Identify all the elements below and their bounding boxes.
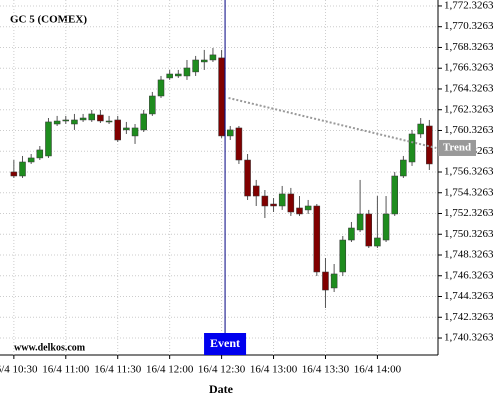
candle-body (36, 149, 44, 159)
candle-body (426, 125, 433, 165)
candle-body (270, 203, 277, 207)
candle-body (400, 159, 407, 177)
y-tick-label: 1,744.3263 (444, 290, 494, 302)
candle-body (365, 213, 373, 247)
candle-body (287, 193, 295, 213)
x-tick-label: 16/4 11:00 (42, 364, 89, 376)
candle-body (209, 54, 217, 61)
event-label: Event (210, 336, 240, 350)
y-tick-label: 1,768.3263 (444, 41, 494, 53)
candle-body (391, 175, 398, 215)
y-tick-label: 1,762.3263 (444, 103, 494, 115)
candle-body (408, 133, 416, 163)
y-tick-label: 1,754.3263 (444, 186, 494, 198)
candle-body (252, 185, 260, 197)
candle-body (244, 159, 251, 197)
y-tick-label: 1,760.3263 (444, 124, 494, 136)
y-tick-label: 1,766.3263 (444, 62, 494, 74)
x-tick-label: 16/4 12:30 (198, 364, 246, 376)
candle-body (53, 120, 61, 125)
y-tick-label: 1,752.3263 (444, 207, 494, 219)
candle-body (19, 161, 26, 177)
candle-body (296, 207, 303, 215)
y-tick-label: 1,748.3263 (444, 249, 494, 261)
candle-body (235, 127, 243, 161)
candle-body (339, 239, 347, 273)
y-tick-label: 1,764.3263 (444, 83, 494, 95)
y-tick-label: 1,772.3263 (444, 0, 494, 11)
source: www.delkos.com (14, 342, 86, 353)
candle-body (278, 193, 286, 207)
candle-body (27, 157, 35, 163)
candle-body (131, 127, 139, 137)
y-tick-label: 1,746.3263 (444, 269, 494, 281)
candle-body (374, 237, 381, 247)
candle-body (175, 73, 182, 77)
candle-body (417, 123, 424, 135)
y-tick-label: 1,742.3263 (444, 311, 494, 323)
candle-body (330, 273, 338, 289)
candle-body (71, 119, 78, 125)
candle-body (97, 114, 104, 122)
candle-body (218, 57, 225, 137)
candle-body (304, 205, 312, 211)
x-axis-title: Date (209, 382, 234, 396)
event-label-box (204, 333, 247, 355)
candle-body (105, 120, 113, 123)
candle-body (45, 121, 52, 157)
y-tick-label: 1,756.3263 (444, 166, 494, 178)
candle-body (192, 59, 199, 73)
candle-body (166, 73, 173, 79)
candle-body (157, 79, 165, 97)
x-tick-label: 16/4 11:30 (94, 364, 141, 376)
candle-body (123, 127, 130, 131)
candle-body (348, 227, 355, 241)
candle-body (149, 95, 156, 115)
trend-label: Trend (443, 142, 471, 154)
candle-body (62, 119, 70, 122)
x-tick-label: 16/4 12:00 (146, 364, 194, 376)
trend-line (228, 96, 437, 149)
x-tick-label: 16/4 10:30 (0, 364, 38, 376)
candle-body (261, 195, 269, 207)
candle-body (88, 113, 96, 121)
candle-body (201, 59, 208, 63)
candle-body (227, 129, 234, 137)
candle-body (183, 67, 191, 77)
x-tick-label: 16/4 14:00 (354, 364, 402, 376)
candle-body (114, 119, 121, 141)
trend-label-box (438, 139, 476, 156)
candle-body (382, 213, 390, 241)
y-tick-label: 1,770.3263 (444, 20, 494, 32)
candle-body (140, 113, 147, 131)
x-tick-label: 16/4 13:30 (302, 364, 350, 376)
y-tick-label: 1,750.3263 (444, 228, 494, 240)
x-tick-label: 16/4 13:00 (250, 364, 298, 376)
candle-body (79, 117, 87, 121)
candle-body (10, 171, 18, 177)
candle-body (322, 271, 329, 291)
chart-title: GC 5 (COMEX) (10, 14, 87, 26)
candle-body (356, 213, 364, 231)
candle-body (313, 205, 321, 273)
y-tick-label: 1,740.3263 (444, 332, 494, 344)
